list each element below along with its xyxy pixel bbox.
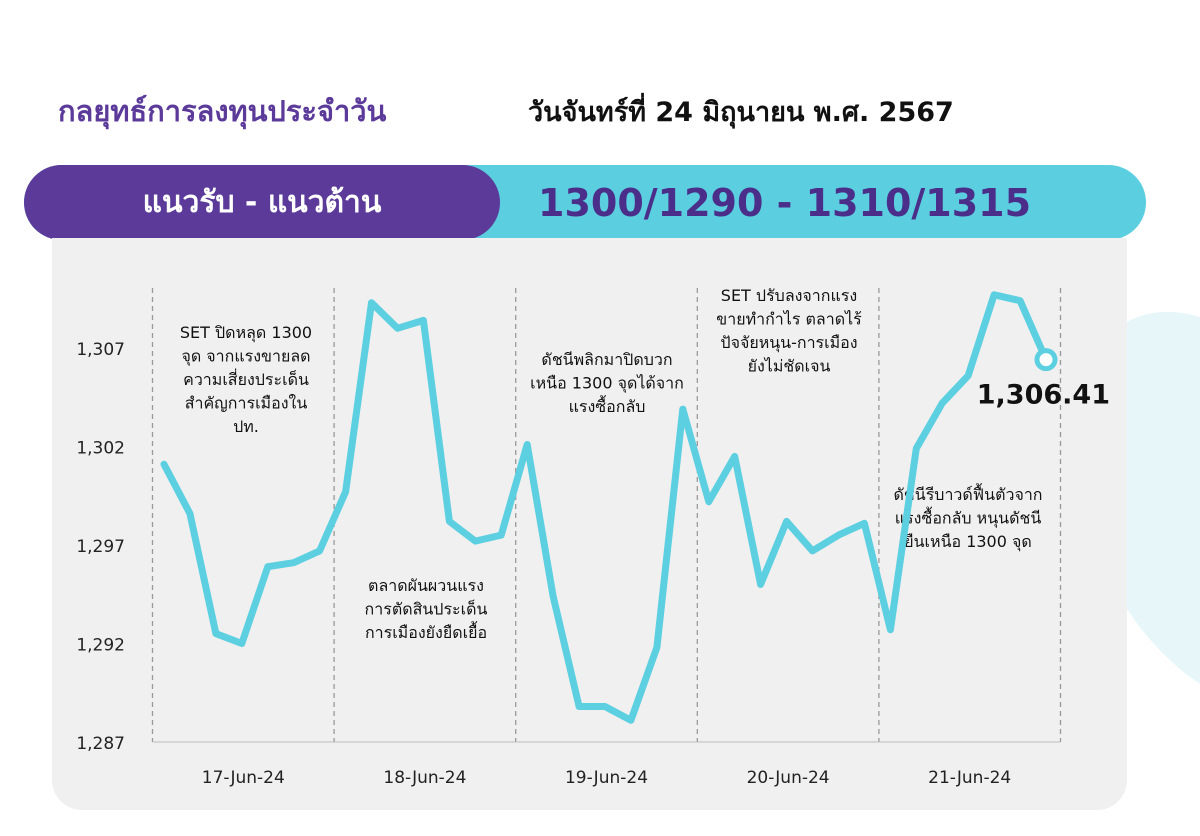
x-tick-label: 20-Jun-24 — [747, 768, 830, 788]
annotation-text: ปท. — [233, 417, 259, 436]
page-title: กลยุทธ์การลงทุนประจำวัน — [58, 94, 387, 128]
annotation-text: ดัชนีรีบาวด์ฟื้นตัวจาก — [894, 483, 1043, 504]
y-tick-label: 1,287 — [76, 734, 125, 754]
annotation-text: ปัจจัยหนุน-การเมือง — [720, 333, 857, 353]
annotation-text: เหนือ 1300 จุดได้จาก — [530, 374, 684, 394]
annotation-text: สำคัญการเมืองใน — [185, 394, 308, 413]
annotation-text: จุด จากแรงขายลด — [181, 347, 310, 367]
last-point-marker — [1034, 348, 1058, 372]
y-tick-label: 1,297 — [76, 537, 125, 557]
y-tick-label: 1,307 — [76, 340, 125, 360]
annotation-text: ขายทำกำไร ตลาดไร้ — [716, 310, 862, 329]
last-value-label: 1,306.41 — [977, 380, 1110, 411]
annotation-text: ดัชนีพลิกมาปิดบวก — [541, 350, 672, 369]
y-tick-label: 1,302 — [76, 439, 125, 459]
levels-value: 1300/1290 - 1310/1315 — [538, 180, 1032, 225]
set-index-line — [160, 291, 1050, 724]
x-tick-label: 19-Jun-24 — [565, 768, 648, 788]
annotation-text: ยังไม่ชัดเจน — [748, 357, 831, 376]
x-tick-label: 17-Jun-24 — [202, 768, 285, 788]
annotation-text: แรงซื้อกลับ หนุนดัชนี — [895, 507, 1042, 529]
annotation-text: แรงซื้อกลับ — [569, 395, 646, 416]
annotation-text: ตลาดผันผวนแรง — [368, 576, 484, 595]
x-tick-label: 18-Jun-24 — [383, 768, 466, 788]
annotation-text: การเมืองยังยืดเยื้อ — [365, 621, 487, 642]
annotation-text: SET ปิดหลุด 1300 — [180, 323, 312, 343]
chart-panel — [52, 238, 1127, 810]
annotation-text: SET ปรับลงจากแรง — [721, 286, 857, 305]
annotation-text: การตัดสินประเด็น — [365, 599, 488, 619]
report-date: วันจันทร์ที่ 24 มิถุนายน พ.ศ. 2567 — [528, 97, 954, 128]
levels-label: แนวรับ - แนวต้าน — [24, 165, 500, 240]
annotation-text: ความเสี่ยงประเด็น — [183, 368, 309, 389]
y-tick-label: 1,292 — [76, 636, 125, 656]
annotation-text: ยืนเหนือ 1300 จุด — [904, 532, 1032, 552]
x-tick-label: 21-Jun-24 — [928, 768, 1011, 788]
